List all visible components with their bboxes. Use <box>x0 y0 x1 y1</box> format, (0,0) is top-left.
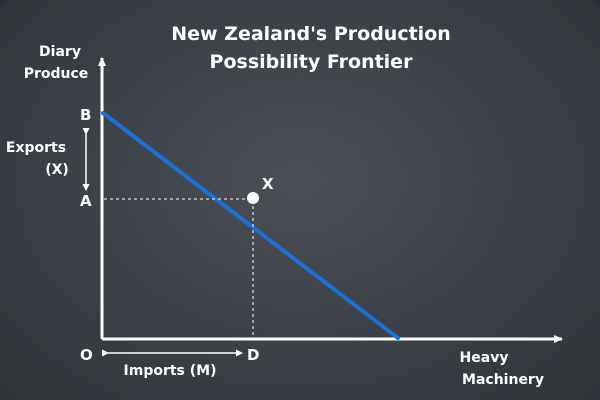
point-x-marker <box>247 192 259 204</box>
x-axis-label-line2: Machinery <box>462 372 544 388</box>
point-a-label: A <box>80 192 92 210</box>
imports-label: Imports (M) <box>124 363 217 379</box>
exports-label-line1: Exports <box>6 140 66 156</box>
point-x-label: X <box>262 175 274 193</box>
production-possibility-frontier <box>101 111 400 340</box>
y-axis-label-line1: Diary <box>39 44 81 60</box>
exports-label-line2: (X) <box>45 162 69 178</box>
title-line2: Possibility Frontier <box>210 51 414 73</box>
point-d-label: D <box>247 346 259 364</box>
title-line1: New Zealand's Production <box>171 23 451 45</box>
origin-label: O <box>80 346 93 364</box>
y-axis-label-line2: Produce <box>24 66 89 82</box>
x-axis-label-line1: Heavy <box>460 350 509 366</box>
point-b-label: B <box>80 106 91 124</box>
